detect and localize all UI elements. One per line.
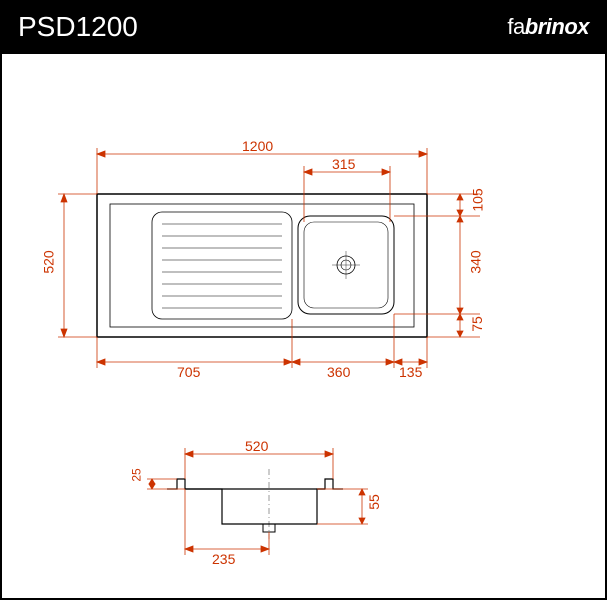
drawing-frame: 1200 315 105 520 340 75 705 360 135 520 … — [0, 54, 607, 600]
header-bar: PSD1200 fabrinox — [0, 0, 607, 54]
dim-1200: 1200 — [242, 138, 273, 154]
dim-360: 360 — [327, 364, 350, 380]
sink-bowl — [298, 216, 394, 314]
technical-drawing — [2, 54, 605, 598]
dim-520b: 520 — [245, 438, 268, 454]
dim-25: 25 — [130, 468, 144, 481]
top-dimensions — [58, 148, 480, 368]
dim-55: 55 — [366, 494, 382, 510]
dim-315: 315 — [332, 156, 355, 172]
dim-520: 520 — [41, 250, 57, 273]
dim-135: 135 — [399, 364, 422, 380]
dim-705: 705 — [177, 364, 200, 380]
brand-logo: fabrinox — [507, 14, 589, 40]
dim-75: 75 — [469, 316, 485, 332]
side-dimensions — [147, 448, 368, 555]
dim-105: 105 — [470, 188, 486, 211]
top-view — [97, 194, 427, 337]
side-view — [167, 469, 343, 539]
dim-340: 340 — [468, 250, 484, 273]
dim-235: 235 — [212, 551, 235, 567]
product-code: PSD1200 — [18, 11, 138, 43]
drainboard — [152, 212, 292, 319]
